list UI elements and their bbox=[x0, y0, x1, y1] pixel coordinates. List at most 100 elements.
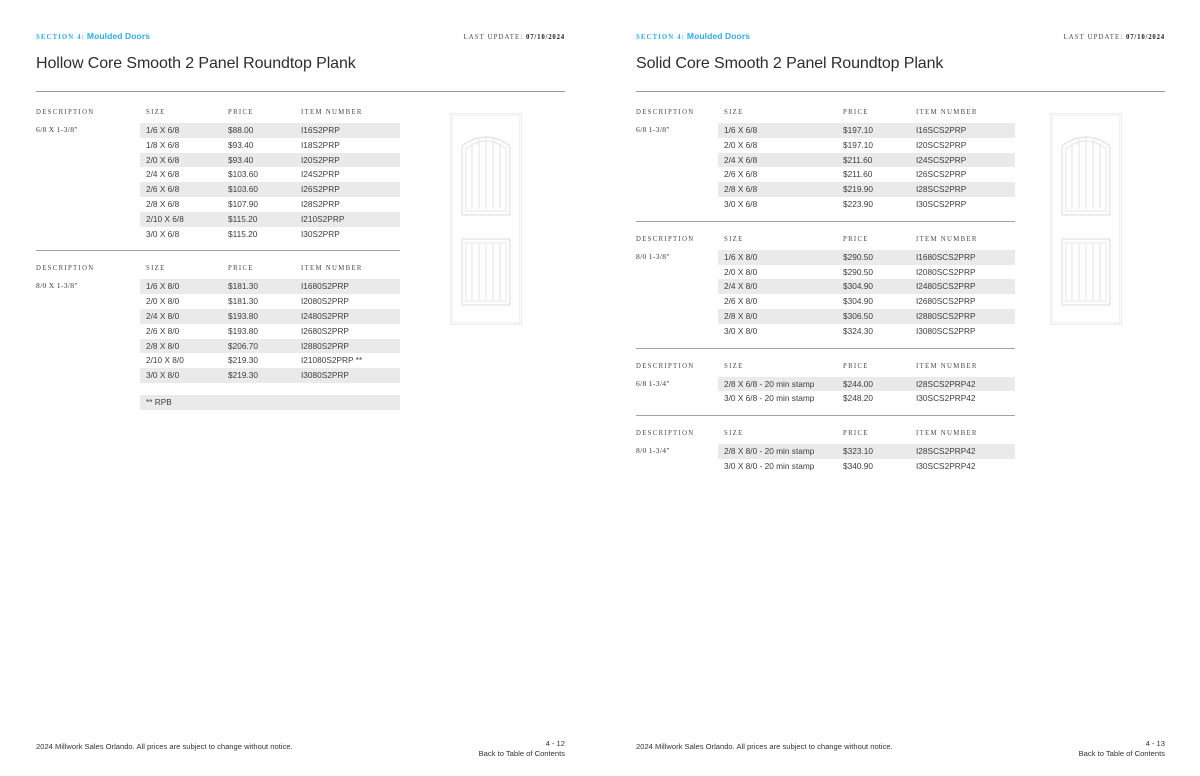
footer-right: 4 - 12 Back to Table of Contents bbox=[479, 739, 565, 759]
size-cell: 1/8 X 6/8 bbox=[146, 139, 180, 150]
last-update-value: 07/10/2024 bbox=[526, 34, 565, 41]
section-label: SECTION 4: bbox=[636, 34, 685, 41]
price-cell: $323.10 bbox=[837, 444, 910, 459]
size-cell: 2/10 X 8/0 bbox=[146, 355, 184, 366]
item-number-cell: I3080SCS2PRP bbox=[916, 325, 976, 336]
footer-notice: 2024 Millwork Sales Orlando. All prices … bbox=[636, 742, 893, 751]
price-table: DESCRIPTION SIZE PRICE ITEM NUMBER 8/0 1-3/8… bbox=[636, 220, 1015, 339]
col-header: SIZE bbox=[724, 430, 744, 438]
item-number-cell: I2080SCS2PRP bbox=[916, 266, 976, 277]
item-number-cell: I2480SCS2PRP bbox=[910, 279, 1015, 295]
size-cell: 2/4 X 6/8 bbox=[146, 169, 180, 180]
price-table: DESCRIPTION SIZE PRICE ITEM NUMBER 6/8 1-3/4… bbox=[636, 347, 1015, 407]
description-cell bbox=[36, 309, 140, 324]
price-table: DESCRIPTION SIZE PRICE ITEM NUMBER 8/0 X 1-3… bbox=[36, 250, 400, 383]
size-cell: 2/10 X 6/8 bbox=[140, 211, 222, 227]
description-cell bbox=[636, 459, 718, 474]
back-to-toc-link[interactable]: Back to Table of Contents bbox=[1078, 749, 1165, 758]
col-header: DESCRIPTION bbox=[36, 265, 95, 273]
description-cell: 6/8 X 1-3/8" bbox=[36, 125, 78, 134]
item-number-cell: I18S2PRP bbox=[301, 139, 340, 150]
size-cell: 3/0 X 6/8 bbox=[724, 198, 758, 209]
item-number-cell: I28S2PRP bbox=[301, 198, 340, 209]
size-cell: 3/0 X 8/0 bbox=[724, 325, 758, 336]
item-number-cell: I210S2PRP bbox=[295, 211, 400, 227]
note-spacer bbox=[36, 395, 140, 410]
description-cell bbox=[636, 294, 718, 309]
col-header: ITEM NUMBER bbox=[916, 430, 978, 438]
description-cell bbox=[36, 339, 140, 354]
description-cell bbox=[636, 182, 718, 197]
size-cell: 2/0 X 6/8 bbox=[724, 139, 758, 150]
description-cell bbox=[36, 138, 140, 153]
price-cell: $193.80 bbox=[222, 308, 295, 324]
item-number-cell: I16SCS2PRP bbox=[910, 123, 1015, 138]
price-cell: $107.90 bbox=[228, 198, 258, 209]
price-cell: $181.30 bbox=[222, 279, 295, 295]
size-cell: 2/6 X 8/0 bbox=[724, 296, 758, 307]
back-to-toc-link[interactable]: Back to Table of Contents bbox=[478, 749, 565, 758]
description-cell: 8/0 X 1-3/8" bbox=[36, 281, 78, 291]
col-header: DESCRIPTION bbox=[636, 109, 695, 116]
note-cell: ** RPB bbox=[140, 394, 400, 410]
page-number: 4 - 13 bbox=[1145, 739, 1165, 748]
price-cell: $103.60 bbox=[228, 169, 258, 180]
price-cell: $304.90 bbox=[837, 279, 910, 295]
description-cell: 8/0 1-3/4" bbox=[636, 446, 670, 456]
page-title: Hollow Core Smooth 2 Panel Roundtop Plan… bbox=[36, 55, 356, 72]
item-number-cell: I28SCS2PRP42 bbox=[910, 444, 1015, 459]
title-divider bbox=[636, 91, 1165, 92]
description-cell: 6/8 1-3/4" bbox=[636, 378, 670, 388]
price-table: DESCRIPTION SIZE PRICE ITEM NUMBER 6/8 X 1-3… bbox=[36, 105, 400, 241]
description-cell bbox=[636, 309, 718, 324]
section-link[interactable]: Moulded Doors bbox=[86, 31, 151, 41]
item-number-cell: I2680SCS2PRP bbox=[916, 296, 976, 307]
last-update-label: LAST UPDATE: bbox=[463, 34, 524, 41]
section-link[interactable]: Moulded Doors bbox=[686, 31, 751, 41]
size-cell: 2/0 X 8/0 bbox=[146, 296, 180, 307]
price-table: DESCRIPTION SIZE PRICE ITEM NUMBER 8/0 1-3/4… bbox=[636, 415, 1015, 474]
price-cell: $219.30 bbox=[222, 368, 295, 383]
price-table: DESCRIPTION SIZE PRICE ITEM NUMBER 6/8 1-3/8… bbox=[636, 105, 1015, 212]
footer-notice: 2024 Millwork Sales Orlando. All prices … bbox=[36, 742, 293, 751]
note-row: ** RPB bbox=[36, 394, 400, 410]
door-product-image bbox=[1050, 113, 1122, 325]
col-header: ITEM NUMBER bbox=[301, 109, 363, 116]
col-header: PRICE bbox=[843, 430, 869, 438]
item-number-cell: I28SCS2PRP42 bbox=[910, 376, 1015, 392]
price-tables: DESCRIPTION SIZE PRICE ITEM NUMBER 6/8 1-3/8… bbox=[636, 105, 1015, 474]
page-number: 4 - 12 bbox=[545, 739, 565, 748]
description-cell: 8/0 1-3/8" bbox=[636, 251, 670, 261]
size-cell: 3/0 X 6/8 bbox=[146, 228, 180, 239]
item-number-cell: I26S2PRP bbox=[295, 182, 400, 197]
col-header: PRICE bbox=[843, 109, 869, 116]
price-cell: $248.20 bbox=[843, 393, 873, 404]
description-cell bbox=[36, 212, 140, 227]
size-cell: 1/6 X 6/8 bbox=[140, 123, 222, 138]
size-cell: 2/8 X 6/8 bbox=[146, 198, 180, 209]
size-cell: 2/8 X 6/8 - 20 min stamp bbox=[718, 376, 837, 392]
size-cell: 2/4 X 6/8 bbox=[718, 152, 837, 168]
price-cell: $193.80 bbox=[228, 325, 258, 336]
size-cell: 2/6 X 6/8 bbox=[140, 182, 222, 197]
price-cell: $181.30 bbox=[228, 296, 258, 307]
item-number-cell: I24S2PRP bbox=[301, 169, 340, 180]
col-header: SIZE bbox=[724, 362, 744, 370]
description-cell bbox=[36, 324, 140, 339]
col-header: DESCRIPTION bbox=[636, 430, 695, 438]
item-number-cell: I21080S2PRP ** bbox=[301, 355, 363, 366]
description-cell: 6/8 1-3/8" bbox=[636, 125, 670, 134]
size-cell: 2/6 X 6/8 bbox=[724, 169, 758, 180]
page-solid-core: SECTION 4: Moulded Doors LAST UPDATE: 07… bbox=[636, 0, 1165, 776]
size-cell: 2/8 X 8/0 bbox=[718, 308, 837, 324]
last-update-label: LAST UPDATE: bbox=[1063, 34, 1124, 41]
item-number-cell: I20SCS2PRP bbox=[916, 139, 967, 150]
item-number-cell: I1680S2PRP bbox=[295, 279, 400, 295]
price-cell: $93.40 bbox=[228, 139, 254, 150]
description-cell bbox=[636, 279, 718, 294]
size-cell: 2/8 X 8/0 bbox=[140, 338, 222, 354]
price-cell: $115.20 bbox=[228, 228, 258, 239]
door-product-image bbox=[450, 113, 522, 325]
size-cell: 2/4 X 8/0 bbox=[140, 308, 222, 324]
